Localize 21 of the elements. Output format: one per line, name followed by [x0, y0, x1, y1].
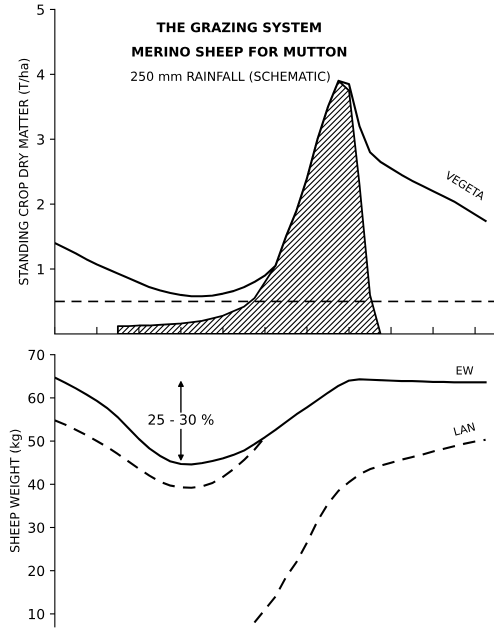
y-tick-label: 2 — [37, 199, 44, 210]
y-tick-label: 50 — [28, 436, 44, 447]
text: LAN — [454, 422, 476, 436]
y-tick-label: 4 — [36, 69, 44, 80]
text: THE GRAZING SYSTEM — [156, 22, 321, 32]
y-tick-label: 20 — [28, 566, 44, 576]
y-tick-label: 30 — [28, 522, 44, 533]
y-axis-title: SHEEP WEIGHT (kg) — [10, 430, 22, 552]
y-tick-label: 1 — [38, 264, 44, 274]
y-tick-label: 40 — [28, 479, 44, 490]
annotation: 25 - 30 % — [148, 414, 214, 425]
y-tick-label: 70 — [28, 350, 44, 360]
text: MERINO SHEEP FOR MUTTON — [132, 46, 346, 57]
series-label: EW — [456, 366, 474, 374]
y-axis-title: STANDING CROP DRY MATTER (T/ha) — [18, 58, 30, 285]
annotation: 250 mm RAINFALL (SCHEMATIC) — [131, 71, 330, 82]
y-tick-label: 60 — [28, 392, 44, 404]
y-tick-label: 10 — [28, 608, 44, 620]
y-tick-label: 3 — [37, 134, 44, 145]
line-series — [253, 438, 487, 624]
y-tick-label: 5 — [37, 4, 44, 15]
